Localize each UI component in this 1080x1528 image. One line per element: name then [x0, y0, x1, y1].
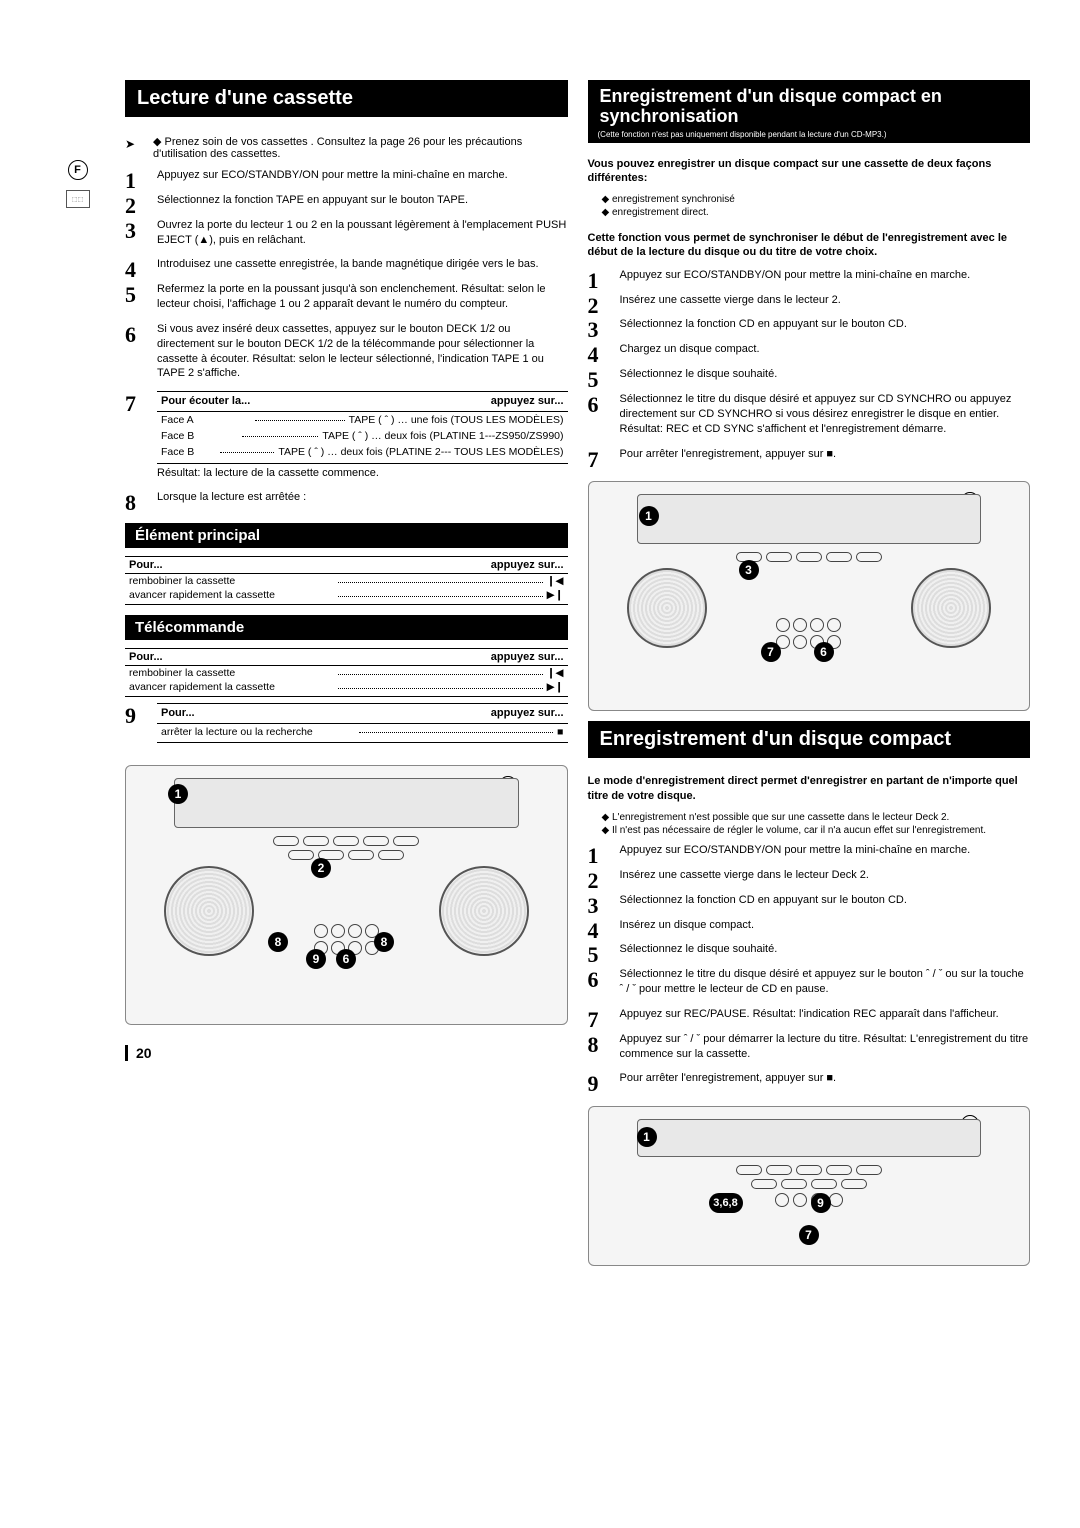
- table-row: arrêter la lecture ou la recherche■: [157, 724, 568, 740]
- speaker-icon: [627, 568, 707, 648]
- step: Sélectionnez le disque souhaité.: [588, 367, 1031, 382]
- table-row: Face BTAPE ( ˆ ) … deux fois (PLATINE 1-…: [157, 428, 568, 444]
- th-left: Pour écouter la...: [161, 394, 250, 409]
- step: Insérez une cassette vierge dans le lect…: [588, 868, 1031, 883]
- step: Insérez un disque compact.: [588, 918, 1031, 933]
- sync-steps: Appuyez sur ECO/STANDBY/ON pour mettre l…: [588, 268, 1031, 472]
- step7-result: Résultat: la lecture de la cassette comm…: [157, 463, 568, 481]
- callout: 7: [799, 1225, 819, 1245]
- lecture-steps: Appuyez sur ECO/STANDBY/ON pour mettre l…: [125, 168, 568, 515]
- step: Sélectionnez le titre du disque désiré e…: [588, 392, 1031, 437]
- device-illustration-direct: P 1 3,6,8 9 7: [588, 1106, 1031, 1266]
- step: Si vous avez inséré deux cassettes, appu…: [125, 322, 568, 381]
- ep-table-head: Pour... appuyez sur...: [125, 556, 568, 574]
- device-screen: [637, 1119, 982, 1157]
- intro-bullets: enregistrement synchronisé enregistremen…: [588, 193, 1031, 219]
- manual-page: F ⬚⬚ Lecture d'une cassette ➤ Prenez soi…: [50, 80, 1030, 1276]
- callout: 9: [811, 1193, 831, 1213]
- element-principal-title: Élément principal: [125, 523, 568, 548]
- cassette-note: ➤ Prenez soin de vos cassettes . Consult…: [125, 135, 568, 160]
- step: Insérez une cassette vierge dans le lect…: [588, 293, 1031, 308]
- step: Sélectionnez le titre du disque désiré e…: [588, 967, 1031, 997]
- step-7: Pour écouter la... appuyez sur... Face A…: [125, 391, 568, 480]
- table-row: rembobiner la cassette❙◀: [125, 574, 568, 588]
- device-controls: [134, 834, 559, 848]
- speaker-icon: [164, 866, 254, 956]
- step: Appuyez sur ECO/STANDBY/ON pour mettre l…: [125, 168, 568, 183]
- section-title-direct: Enregistrement d'un disque compact: [588, 721, 1031, 758]
- device-illustration-sync: P 1 3 7 6: [588, 481, 1031, 711]
- direct-steps: Appuyez sur ECO/STANDBY/ON pour mettre l…: [588, 843, 1031, 1096]
- step: Pour arrêter l'enregistrement, appuyer s…: [588, 447, 1031, 462]
- note-arrow-icon: ➤: [125, 137, 135, 151]
- step9-head: Pour... appuyez sur...: [157, 703, 568, 724]
- sync-subtitle-note: (Cette fonction n'est pas uniquement dis…: [588, 129, 1031, 143]
- table-row: rembobiner la cassette❙◀: [125, 666, 568, 680]
- callout: 1: [639, 506, 659, 526]
- step: Sélectionnez la fonction TAPE en appuyan…: [125, 193, 568, 208]
- device-screen: [174, 778, 519, 828]
- callout: 3: [739, 560, 759, 580]
- step7-table-head: Pour écouter la... appuyez sur...: [157, 391, 568, 412]
- step: Refermez la porte en la poussant jusqu'à…: [125, 282, 568, 312]
- left-column: Lecture d'une cassette ➤ Prenez soin de …: [125, 80, 568, 1276]
- step: Pour arrêter l'enregistrement, appuyer s…: [588, 1071, 1031, 1086]
- step: Appuyez sur ˆ / ˇ pour démarrer la lectu…: [588, 1032, 1031, 1062]
- tc-table-head: Pour... appuyez sur...: [125, 648, 568, 666]
- step-9: Pour... appuyez sur... arrêter la lectur…: [125, 703, 568, 745]
- sync-intro: Vous pouvez enregistrer un disque compac…: [588, 157, 1031, 186]
- callout: 1: [637, 1127, 657, 1147]
- step: Appuyez sur ECO/STANDBY/ON pour mettre l…: [588, 843, 1031, 858]
- note-text: Prenez soin de vos cassettes . Consultez…: [153, 136, 522, 160]
- callout: 7: [761, 642, 781, 662]
- step: Sélectionnez la fonction CD en appuyant …: [588, 893, 1031, 908]
- page-number: 20: [125, 1045, 568, 1061]
- th-right: appuyez sur...: [491, 394, 564, 409]
- step: Appuyez sur REC/PAUSE. Résultat: l'indic…: [588, 1007, 1031, 1022]
- table-row: Face BTAPE ( ˆ ) … deux fois (PLATINE 2-…: [157, 444, 568, 460]
- language-badge: F: [68, 160, 88, 180]
- right-column: Enregistrement d'un disque compact en sy…: [588, 80, 1031, 1276]
- table-row: Face ATAPE ( ˆ ) … une fois (TOUS LES MO…: [157, 412, 568, 428]
- step: Chargez un disque compact.: [588, 342, 1031, 357]
- step: Appuyez sur ECO/STANDBY/ON pour mettre l…: [588, 268, 1031, 283]
- table-row: avancer rapidement la cassette▶❙: [125, 588, 568, 602]
- step: Sélectionnez la fonction CD en appuyant …: [588, 317, 1031, 332]
- device-speakers: [134, 862, 559, 1016]
- speaker-icon: [439, 866, 529, 956]
- table-row: avancer rapidement la cassette▶❙: [125, 680, 568, 694]
- manual-type-icon: ⬚⬚: [66, 190, 90, 208]
- device-screen: [637, 494, 982, 544]
- device-illustration-left: P 1 2 8: [125, 765, 568, 1025]
- telecommande-title: Télécommande: [125, 615, 568, 640]
- step-9-list: Pour... appuyez sur... arrêter la lectur…: [125, 699, 568, 755]
- step: Introduisez une cassette enregistrée, la…: [125, 257, 568, 272]
- speaker-icon: [911, 568, 991, 648]
- sync-intro2: Cette fonction vous permet de synchronis…: [588, 231, 1031, 260]
- step: Ouvrez la porte du lecteur 1 ou 2 en la …: [125, 218, 568, 248]
- section-title-sync: Enregistrement d'un disque compact en sy…: [588, 80, 1031, 129]
- callout: 6: [814, 642, 834, 662]
- direct-intro: Le mode d'enregistrement direct permet d…: [588, 774, 1031, 803]
- step: Sélectionnez le disque souhaité.: [588, 942, 1031, 957]
- device-speakers: [597, 564, 1022, 702]
- direct-bullets: L'enregistrement n'est possible que sur …: [588, 811, 1031, 837]
- section-title-lecture: Lecture d'une cassette: [125, 80, 568, 117]
- callout: 3,6,8: [709, 1193, 743, 1213]
- step: Lorsque la lecture est arrêtée :: [125, 490, 568, 505]
- left-margin: F ⬚⬚: [50, 80, 105, 1276]
